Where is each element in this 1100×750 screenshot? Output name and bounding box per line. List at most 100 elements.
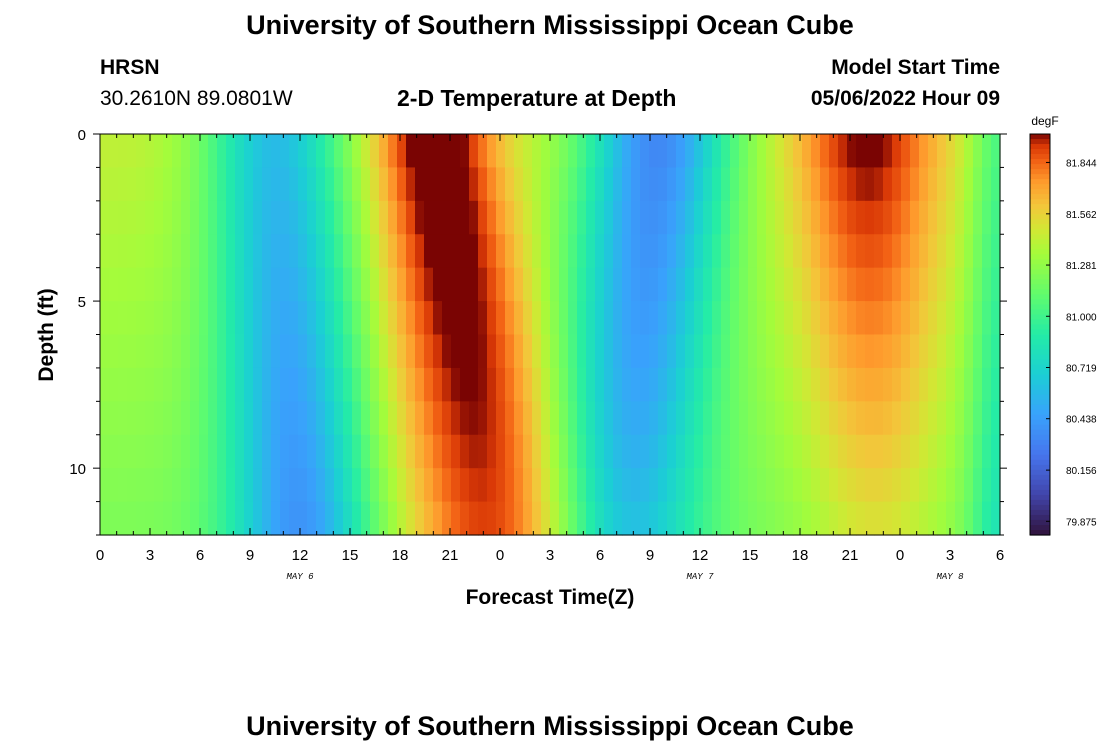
heatmap-cell [676,167,686,202]
heatmap-cell [451,267,461,302]
heatmap-cell [703,200,713,235]
heatmap-cell [919,367,929,402]
heatmap-cell [280,367,290,402]
heatmap-cell [397,234,407,269]
heatmap-cell [775,167,785,202]
heatmap-cell [244,167,254,202]
heatmap-cell [856,134,866,169]
heatmap-cell [451,334,461,369]
heatmap-cell [334,234,344,269]
colorbar-swatch [1030,504,1050,511]
heatmap-cell [523,167,533,202]
heatmap-cell [829,134,839,169]
heatmap-cell [676,501,686,536]
heatmap-cell [379,301,389,336]
heatmap-cell [505,134,515,169]
heatmap-cell [217,134,227,169]
heatmap-cell [631,301,641,336]
heatmap-cell [271,301,281,336]
heatmap-cell [325,234,335,269]
heatmap-cell [190,200,200,235]
heatmap-cell [334,367,344,402]
heatmap-cell [208,334,218,369]
heatmap-cell [505,301,515,336]
heatmap-cell [721,301,731,336]
heatmap-cell [514,134,524,169]
heatmap-cell [874,401,884,436]
heatmap-cell [280,401,290,436]
heatmap-cell [766,167,776,202]
heatmap-cell [757,367,767,402]
heatmap-cell [451,134,461,169]
heatmap-cell [658,301,668,336]
heatmap-cell [109,234,119,269]
heatmap-cell [424,468,434,503]
heatmap-cell [631,267,641,302]
heatmap-cell [226,334,236,369]
heatmap-cell [514,434,524,469]
heatmap-cell [559,234,569,269]
heatmap-cell [802,301,812,336]
heatmap-cell [685,234,695,269]
colorbar-swatch [1030,154,1050,160]
heatmap-cell [982,501,992,536]
heatmap-cell [847,167,857,202]
heatmap-cell [901,267,911,302]
colorbar-swatch [1030,309,1050,316]
heatmap-cell [469,134,479,169]
heatmap-cell [406,301,416,336]
heatmap-cell [892,334,902,369]
heatmap-cell [334,301,344,336]
heatmap-cell [325,501,335,536]
heatmap-cell [640,234,650,269]
heatmap-cell [640,367,650,402]
heatmap-cell [586,367,596,402]
heatmap-cell [280,501,290,536]
heatmap-cell [973,367,983,402]
heatmap-cell [334,468,344,503]
heatmap-cell [505,167,515,202]
heatmap-cell [487,401,497,436]
heatmap-cell [847,200,857,235]
heatmap-cell [910,234,920,269]
heatmap-cell [676,301,686,336]
heatmap-cell [874,501,884,536]
heatmap-cell [307,401,317,436]
heatmap-cell [838,301,848,336]
heatmap-cell [802,434,812,469]
heatmap-cell [460,401,470,436]
x-tick-label: 12 [692,547,709,564]
heatmap-cell [964,501,974,536]
heatmap-cell [703,367,713,402]
heatmap-cell [424,401,434,436]
colorbar-tick-label: 81.844 [1066,158,1097,169]
heatmap-cell [388,434,398,469]
colorbar-swatch [1030,364,1050,371]
heatmap-cell [226,501,236,536]
heatmap-cell [721,468,731,503]
colorbar-swatch [1030,419,1050,426]
heatmap-cell [856,501,866,536]
heatmap-cell [658,200,668,235]
colorbar-swatch [1030,434,1050,441]
heatmap-cell [361,434,371,469]
heatmap-cell [307,234,317,269]
heatmap-cell [658,134,668,169]
heatmap-cell [100,334,110,369]
heatmap-cell [244,434,254,469]
heatmap-cell [469,468,479,503]
heatmap-cell [289,434,299,469]
heatmap-cell [973,301,983,336]
heatmap-cell [703,501,713,536]
heatmap-cell [370,267,380,302]
heatmap-cell [334,134,344,169]
heatmap-cell [991,301,1001,336]
heatmap-cell [442,367,452,402]
heatmap-cell [343,234,353,269]
colorbar-swatch [1030,199,1050,205]
heatmap-cell [631,434,641,469]
heatmap-cell [118,367,128,402]
heatmap-cell [901,501,911,536]
heatmap-cell [298,134,308,169]
heatmap-cell [487,167,497,202]
